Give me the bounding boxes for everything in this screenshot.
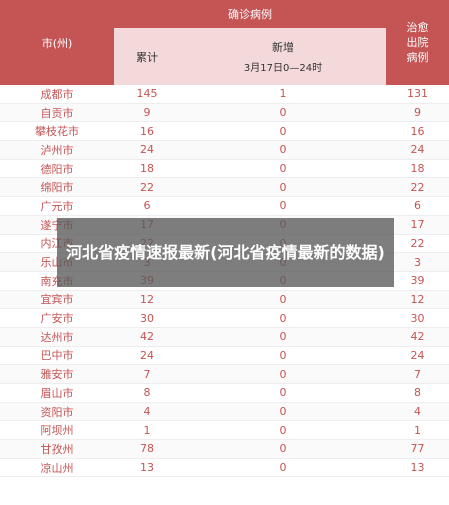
new-cell: 0 xyxy=(180,402,386,422)
cumulative-cell: 24 xyxy=(114,346,180,366)
city-cell: 凉山州 xyxy=(0,458,114,478)
new-cell: 0 xyxy=(180,383,386,403)
city-cell: 自贡市 xyxy=(0,103,114,123)
cured-cell: 1 xyxy=(386,420,449,441)
cumulative-cell: 30 xyxy=(114,308,180,328)
table-row: 资阳市 4 0 4 xyxy=(0,402,449,422)
cumulative-cell: 1 xyxy=(114,420,180,441)
city-cell: 宜宾市 xyxy=(0,290,114,310)
new-cell: 0 xyxy=(180,327,386,347)
cumulative-cell: 145 xyxy=(114,85,180,104)
cured-cell: 24 xyxy=(386,140,449,160)
city-cell: 泸州市 xyxy=(0,140,114,160)
table-row: 巴中市 24 0 24 xyxy=(0,346,449,366)
cumulative-cell: 42 xyxy=(114,327,180,347)
new-cell: 1 xyxy=(180,85,386,104)
new-cell: 0 xyxy=(180,420,386,441)
header-cumulative: 累计 xyxy=(114,28,180,85)
cumulative-cell: 24 xyxy=(114,140,180,160)
cumulative-cell: 78 xyxy=(114,439,180,459)
cured-cell: 6 xyxy=(386,196,449,216)
city-cell: 巴中市 xyxy=(0,346,114,366)
cured-cell: 42 xyxy=(386,327,449,347)
city-cell: 达州市 xyxy=(0,327,114,347)
cumulative-cell: 22 xyxy=(114,177,180,198)
cured-cell: 18 xyxy=(386,159,449,179)
city-cell: 阿坝州 xyxy=(0,420,114,441)
table-row: 自贡市 9 0 9 xyxy=(0,103,449,123)
new-cell: 0 xyxy=(180,159,386,179)
header-confirmed: 确诊病例 xyxy=(114,0,386,28)
cured-cell: 12 xyxy=(386,290,449,310)
new-cell: 0 xyxy=(180,140,386,160)
table-row: 阿坝州 1 0 1 xyxy=(0,420,449,441)
header-new-title: 新增 xyxy=(272,41,294,54)
new-cell: 0 xyxy=(180,103,386,123)
city-cell: 德阳市 xyxy=(0,159,114,179)
table-row: 凉山州 13 0 13 xyxy=(0,458,449,478)
table-row: 成都市 145 1 131 xyxy=(0,85,449,104)
city-cell: 成都市 xyxy=(0,85,114,104)
cumulative-cell: 4 xyxy=(114,402,180,422)
cured-cell: 131 xyxy=(386,85,449,104)
table-row: 宜宾市 12 0 12 xyxy=(0,290,449,310)
new-cell: 0 xyxy=(180,458,386,478)
city-cell: 雅安市 xyxy=(0,364,114,384)
table-row: 泸州市 24 0 24 xyxy=(0,140,449,160)
new-cell: 0 xyxy=(180,177,386,198)
city-cell: 甘孜州 xyxy=(0,439,114,459)
cumulative-cell: 12 xyxy=(114,290,180,310)
cured-cell: 8 xyxy=(386,383,449,403)
cured-cell: 13 xyxy=(386,458,449,478)
cured-cell: 7 xyxy=(386,364,449,384)
cumulative-cell: 13 xyxy=(114,458,180,478)
cumulative-cell: 7 xyxy=(114,364,180,384)
cured-cell: 24 xyxy=(386,346,449,366)
header-cured: 治愈出院病例 xyxy=(386,0,449,85)
header-cured-label: 治愈出院病例 xyxy=(406,21,429,64)
cumulative-cell: 18 xyxy=(114,159,180,179)
new-cell: 0 xyxy=(180,196,386,216)
table-row: 攀枝花市 16 0 16 xyxy=(0,121,449,142)
header-city: 市(州) xyxy=(0,0,114,85)
new-cell: 0 xyxy=(180,308,386,328)
cured-cell: 39 xyxy=(386,271,449,291)
table-row: 达州市 42 0 42 xyxy=(0,327,449,347)
new-cell: 0 xyxy=(180,290,386,310)
table-row: 眉山市 8 0 8 xyxy=(0,383,449,403)
cured-cell: 17 xyxy=(386,215,449,235)
table-row: 广安市 30 0 30 xyxy=(0,308,449,328)
new-cell: 0 xyxy=(180,346,386,366)
cured-cell: 4 xyxy=(386,402,449,422)
header-new-date: 3月17日0—24时 xyxy=(243,63,323,74)
city-cell: 广安市 xyxy=(0,308,114,328)
article-title-banner: 河北省疫情速报最新(河北省疫情最新的数据) xyxy=(57,218,394,287)
header-new: 新增 3月17日0—24时 xyxy=(180,28,386,85)
article-title: 河北省疫情速报最新(河北省疫情最新的数据) xyxy=(66,243,385,262)
table-row: 雅安市 7 0 7 xyxy=(0,364,449,384)
cured-cell: 16 xyxy=(386,121,449,142)
table-row: 德阳市 18 0 18 xyxy=(0,159,449,179)
new-cell: 0 xyxy=(180,121,386,142)
table-row: 广元市 6 0 6 xyxy=(0,196,449,216)
new-cell: 0 xyxy=(180,364,386,384)
new-cell: 0 xyxy=(180,439,386,459)
city-cell: 广元市 xyxy=(0,196,114,216)
city-cell: 眉山市 xyxy=(0,383,114,403)
cured-cell: 9 xyxy=(386,103,449,123)
cured-cell: 30 xyxy=(386,308,449,328)
cured-cell: 3 xyxy=(386,252,449,272)
cumulative-cell: 6 xyxy=(114,196,180,216)
table-row: 绵阳市 22 0 22 xyxy=(0,177,449,198)
city-cell: 资阳市 xyxy=(0,402,114,422)
cumulative-cell: 9 xyxy=(114,103,180,123)
cured-cell: 22 xyxy=(386,234,449,254)
cured-cell: 22 xyxy=(386,177,449,198)
cumulative-cell: 8 xyxy=(114,383,180,403)
cured-cell: 77 xyxy=(386,439,449,459)
city-cell: 攀枝花市 xyxy=(0,121,114,142)
cumulative-cell: 16 xyxy=(114,121,180,142)
table-row: 甘孜州 78 0 77 xyxy=(0,439,449,459)
city-cell: 绵阳市 xyxy=(0,177,114,198)
